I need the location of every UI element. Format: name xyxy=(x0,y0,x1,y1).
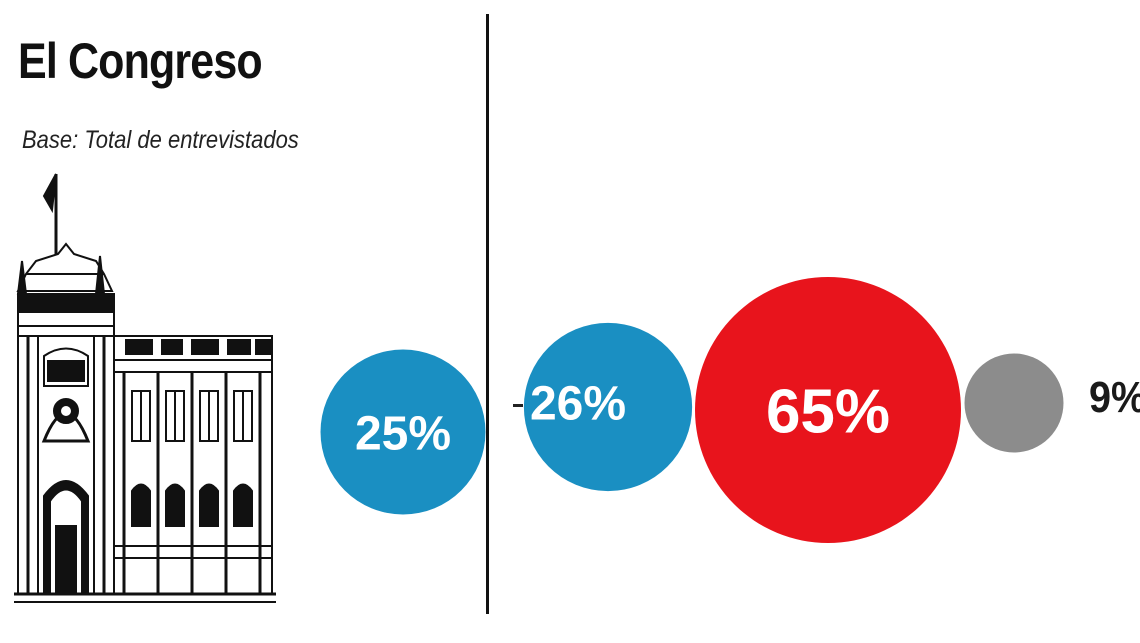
bubble-26 xyxy=(523,322,693,492)
data-label-9: 9% xyxy=(1089,373,1140,422)
congress-building-icon xyxy=(14,173,276,603)
chart-title: El Congreso xyxy=(18,33,263,89)
section-divider xyxy=(486,14,489,614)
chart-subtitle: Base: Total de entrevistados xyxy=(22,126,299,154)
bubble-65 xyxy=(695,277,961,543)
data-label-65: 65% xyxy=(766,377,890,446)
bubble-25 xyxy=(320,349,486,515)
data-label-25: 25% xyxy=(355,407,451,460)
data-label-26: 26% xyxy=(530,377,626,430)
bubble-9 xyxy=(964,353,1064,453)
dash-marker xyxy=(513,404,523,407)
